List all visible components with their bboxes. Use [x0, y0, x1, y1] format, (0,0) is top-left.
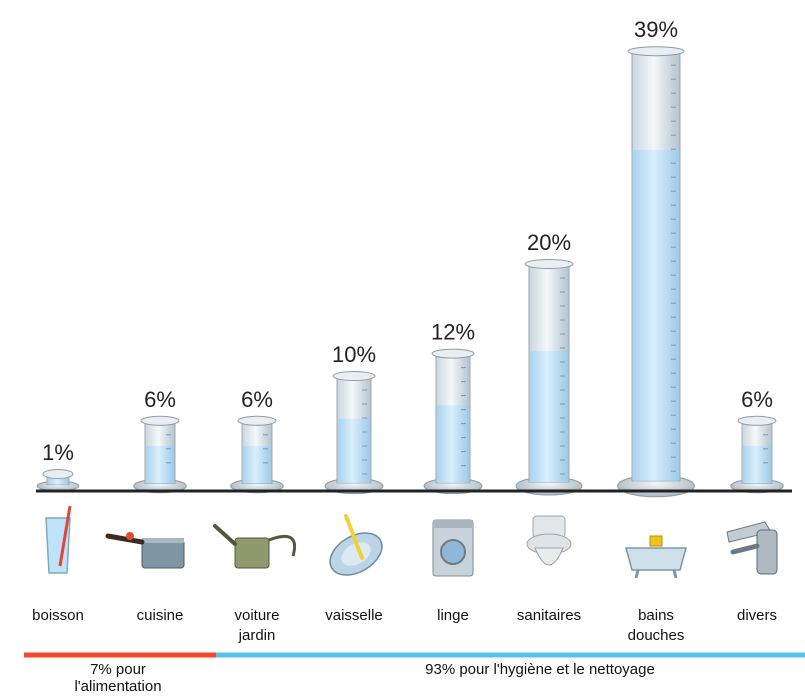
bathtub-icon [625, 535, 687, 579]
bar-2: 6% [133, 387, 187, 494]
category-label: divers [737, 607, 777, 624]
bar-1: 1% [36, 440, 80, 492]
value-label: 6% [741, 387, 773, 412]
group-label: 93% pour l'hygiène et le nettoyage [425, 661, 655, 678]
usage-groups: 7% pour l'alimentation 93% pour l'hygiène … [24, 652, 805, 695]
glass-icon [45, 505, 72, 574]
category-label: vaisselle [325, 607, 383, 624]
faucet-icon [726, 521, 778, 575]
bar-3: 6% [230, 387, 284, 494]
category-label: voiture jardin [234, 607, 279, 644]
value-label: 10% [332, 342, 376, 367]
washing-machine-icon [432, 519, 474, 577]
category-label: bains douches [628, 607, 685, 644]
cylinder-bars: 1% 6% 6% 10% 12% 20% 39% 6% [36, 17, 784, 498]
category-labels: boisson cuisine voiture jardin vaisselle ling… [32, 607, 777, 644]
category-label: boisson [32, 607, 84, 624]
value-label: 6% [144, 387, 176, 412]
bar-5: 12% [423, 320, 483, 495]
bar-4: 10% [324, 342, 384, 495]
plate-icon [329, 514, 383, 576]
watering-can-icon [213, 524, 296, 569]
value-label: 6% [241, 387, 273, 412]
category-label: sanitaires [517, 607, 581, 624]
category-label: linge [437, 607, 469, 624]
bar-8: 6% [730, 387, 784, 494]
saucepan-icon [105, 532, 185, 569]
value-label: 39% [634, 17, 678, 42]
group-label: 7% pour l'alimentation [74, 661, 161, 695]
value-label: 20% [527, 230, 571, 255]
toilet-icon [526, 515, 572, 566]
category-icons [45, 505, 778, 579]
value-label: 1% [42, 440, 74, 465]
bar-7: 39% [617, 17, 695, 498]
bar-6: 20% [515, 230, 583, 496]
value-label: 12% [431, 320, 475, 345]
category-label: cuisine [137, 607, 184, 624]
